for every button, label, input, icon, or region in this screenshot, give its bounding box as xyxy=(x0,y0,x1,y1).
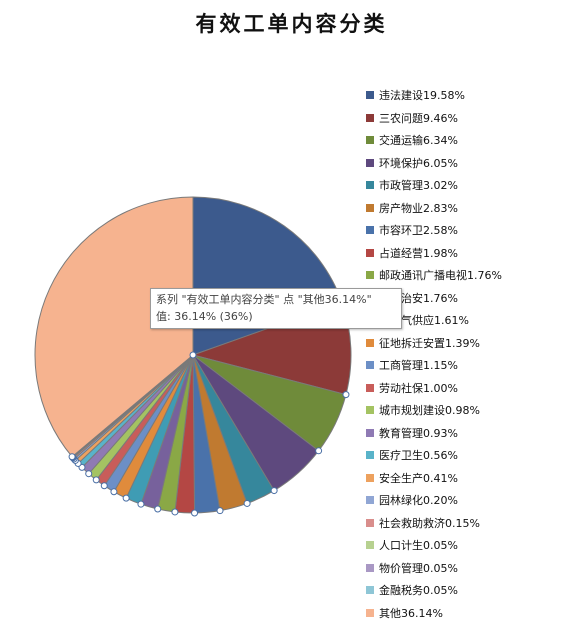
legend-label: 劳动社保1.00% xyxy=(379,381,458,395)
selection-handle[interactable] xyxy=(154,505,162,513)
legend-label: 教育管理0.93% xyxy=(379,426,458,440)
chart-title: 有效工单内容分类 xyxy=(195,11,388,36)
legend-label: 环境保护6.05% xyxy=(379,156,458,170)
legend-swatch xyxy=(366,563,374,572)
legend-swatch xyxy=(366,406,374,415)
legend-item: 劳动社保1.00% xyxy=(366,377,581,400)
legend-item: 其他36.14% xyxy=(366,602,581,625)
legend-label: 医疗卫生0.56% xyxy=(379,449,458,463)
tooltip: 系列 "有效工单内容分类" 点 "其他36.14%" 值: 36.14% (36… xyxy=(150,288,402,329)
selection-handle[interactable] xyxy=(315,447,323,455)
selection-handle[interactable] xyxy=(110,488,118,496)
selection-handle[interactable] xyxy=(191,509,199,517)
selection-handle[interactable] xyxy=(122,494,130,502)
legend-item: 社会救助救济0.15% xyxy=(366,512,581,535)
legend-swatch xyxy=(366,541,374,550)
legend-label: 工商管理1.15% xyxy=(379,359,458,373)
legend-item: 人口计生0.05% xyxy=(366,534,581,557)
legend: 违法建设19.58% 三农问题9.46% 交通运输6.34% 环境保护6.05% 市政管… xyxy=(366,84,581,624)
legend-item: 环境保护6.05% xyxy=(366,152,581,175)
legend-item: 三农问题9.46% xyxy=(366,107,581,130)
legend-label: 违法建设19.58% xyxy=(379,89,465,103)
legend-swatch xyxy=(366,158,374,167)
legend-label: 安全生产0.41% xyxy=(379,471,458,485)
legend-item: 市容环卫2.58% xyxy=(366,219,581,242)
legend-item: 征地拆迁安置1.39% xyxy=(366,332,581,355)
legend-label: 物价管理0.05% xyxy=(379,561,458,575)
legend-item: 工商管理1.15% xyxy=(366,354,581,377)
selection-handle[interactable] xyxy=(342,391,350,399)
legend-item: 物价管理0.05% xyxy=(366,557,581,580)
legend-item: 教育管理0.93% xyxy=(366,422,581,445)
legend-swatch xyxy=(366,451,374,460)
legend-label: 城市规划建设0.98% xyxy=(379,404,480,418)
legend-label: 社会救助救济0.15% xyxy=(379,516,480,530)
legend-item: 市政管理3.02% xyxy=(366,174,581,197)
pie-slice-其他[interactable] xyxy=(34,196,194,458)
legend-label: 房产物业2.83% xyxy=(379,201,458,215)
selection-handle[interactable] xyxy=(171,508,179,516)
selection-handle[interactable] xyxy=(100,482,108,490)
legend-item: 违法建设19.58% xyxy=(366,84,581,107)
legend-swatch xyxy=(366,608,374,617)
legend-label: 三农问题9.46% xyxy=(379,111,458,125)
selection-handle[interactable] xyxy=(68,453,76,461)
legend-swatch xyxy=(366,113,374,122)
legend-label: 其他36.14% xyxy=(379,606,443,620)
legend-swatch xyxy=(366,203,374,212)
selection-handle[interactable] xyxy=(243,499,251,507)
selection-handle[interactable] xyxy=(85,470,93,478)
tooltip-value-line: 值: 36.14% (36%) xyxy=(156,310,253,323)
legend-item: 医疗卫生0.56% xyxy=(366,444,581,467)
legend-label: 占道经营1.98% xyxy=(379,246,458,260)
legend-label: 金融税务0.05% xyxy=(379,584,458,598)
legend-swatch xyxy=(366,271,374,280)
legend-item: 占道经营1.98% xyxy=(366,242,581,265)
tooltip-series-line: 系列 "有效工单内容分类" 点 "其他36.14%" xyxy=(156,293,372,306)
legend-swatch xyxy=(366,338,374,347)
selection-handle[interactable] xyxy=(189,351,197,359)
legend-swatch xyxy=(366,518,374,527)
legend-label: 交通运输6.34% xyxy=(379,134,458,148)
legend-label: 市政管理3.02% xyxy=(379,179,458,193)
legend-swatch xyxy=(366,136,374,145)
legend-swatch xyxy=(366,473,374,482)
selection-handle[interactable] xyxy=(216,507,224,515)
legend-swatch xyxy=(366,383,374,392)
legend-item: 房产物业2.83% xyxy=(366,197,581,220)
selection-handle[interactable] xyxy=(92,476,100,484)
legend-swatch xyxy=(366,428,374,437)
legend-item: 园林绿化0.20% xyxy=(366,489,581,512)
legend-item: 城市规划建设0.98% xyxy=(366,399,581,422)
legend-item: 安全生产0.41% xyxy=(366,467,581,490)
legend-swatch xyxy=(366,361,374,370)
legend-label: 市容环卫2.58% xyxy=(379,224,458,238)
legend-label: 人口计生0.05% xyxy=(379,539,458,553)
legend-label: 园林绿化0.20% xyxy=(379,494,458,508)
legend-swatch xyxy=(366,226,374,235)
legend-item: 交通运输6.34% xyxy=(366,129,581,152)
legend-swatch xyxy=(366,91,374,100)
legend-label: 征地拆迁安置1.39% xyxy=(379,336,480,350)
legend-swatch xyxy=(366,248,374,257)
legend-swatch xyxy=(366,181,374,190)
legend-item: 邮政通讯广播电视1.76% xyxy=(366,264,581,287)
legend-swatch xyxy=(366,586,374,595)
selection-handle[interactable] xyxy=(270,487,278,495)
selection-handle[interactable] xyxy=(137,500,145,508)
legend-label: 邮政通讯广播电视1.76% xyxy=(379,269,502,283)
legend-swatch xyxy=(366,496,374,505)
legend-item: 金融税务0.05% xyxy=(366,579,581,602)
